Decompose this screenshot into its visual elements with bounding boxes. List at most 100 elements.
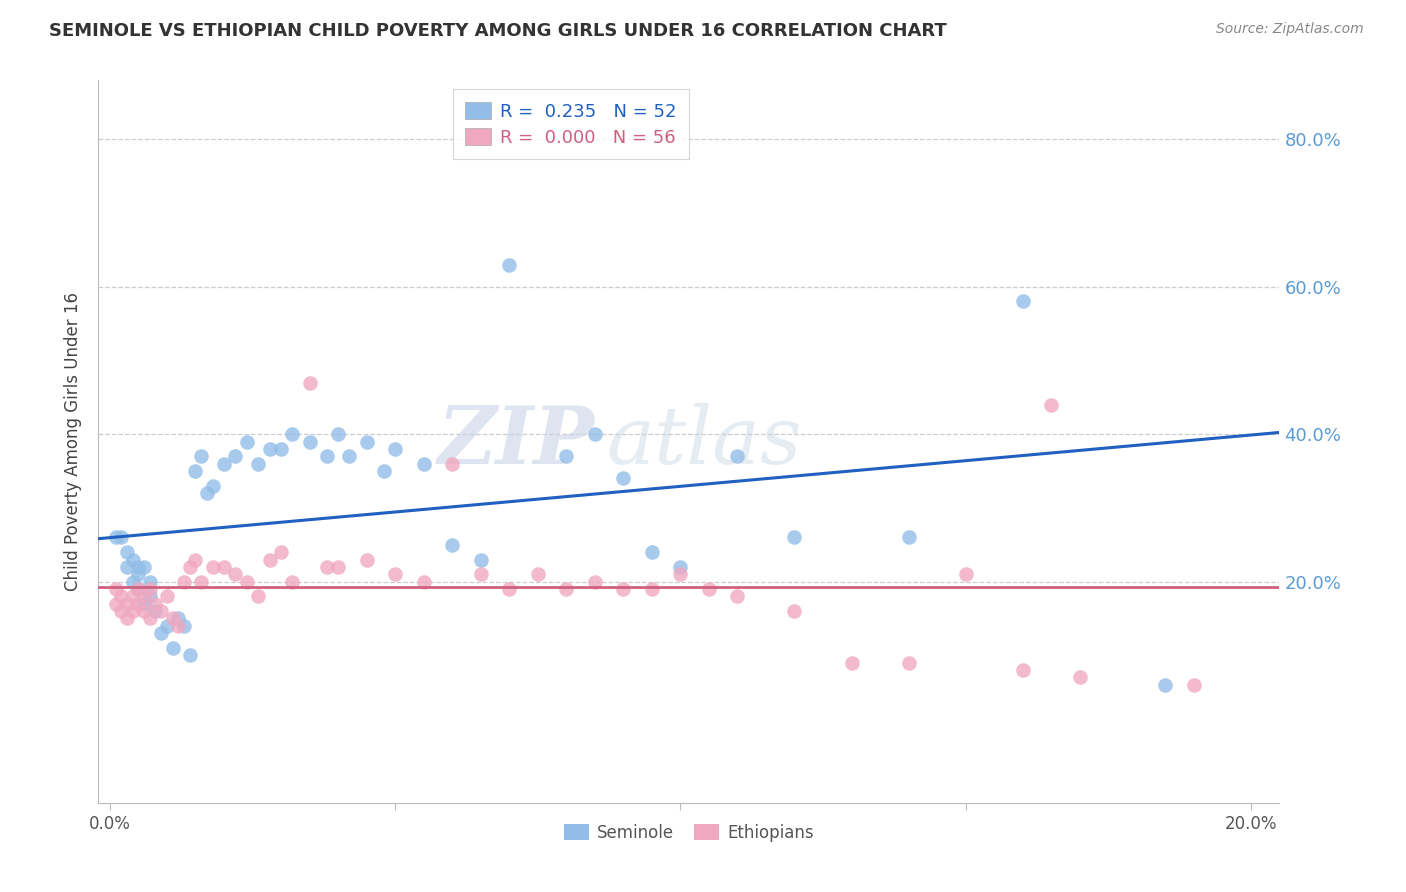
- Point: [669, 560, 692, 574]
- Point: [1011, 663, 1033, 677]
- Point: [669, 567, 692, 582]
- Point: [270, 442, 292, 456]
- Point: [115, 560, 138, 574]
- Point: [498, 258, 520, 272]
- Point: [110, 604, 132, 618]
- Point: [121, 590, 143, 604]
- Point: [173, 619, 195, 633]
- Point: [725, 450, 748, 464]
- Point: [555, 582, 578, 596]
- Point: [897, 656, 920, 670]
- Point: [384, 567, 406, 582]
- Point: [156, 590, 179, 604]
- Legend: Seminole, Ethiopians: Seminole, Ethiopians: [557, 817, 821, 848]
- Point: [127, 597, 149, 611]
- Text: atlas: atlas: [606, 403, 801, 480]
- Point: [127, 560, 149, 574]
- Point: [195, 486, 218, 500]
- Point: [162, 640, 184, 655]
- Point: [121, 604, 143, 618]
- Point: [897, 530, 920, 544]
- Point: [167, 619, 190, 633]
- Point: [190, 574, 212, 589]
- Point: [247, 590, 270, 604]
- Point: [145, 604, 167, 618]
- Point: [150, 604, 173, 618]
- Point: [115, 597, 138, 611]
- Point: [412, 574, 434, 589]
- Text: SEMINOLE VS ETHIOPIAN CHILD POVERTY AMONG GIRLS UNDER 16 CORRELATION CHART: SEMINOLE VS ETHIOPIAN CHILD POVERTY AMON…: [49, 22, 948, 40]
- Point: [356, 434, 378, 449]
- Point: [641, 545, 664, 559]
- Point: [104, 582, 127, 596]
- Point: [104, 530, 127, 544]
- Point: [1154, 678, 1177, 692]
- Point: [470, 567, 492, 582]
- Point: [270, 545, 292, 559]
- Point: [132, 604, 155, 618]
- Point: [339, 450, 361, 464]
- Point: [315, 560, 337, 574]
- Point: [190, 450, 212, 464]
- Point: [326, 560, 349, 574]
- Point: [697, 582, 720, 596]
- Point: [526, 567, 548, 582]
- Point: [224, 567, 246, 582]
- Y-axis label: Child Poverty Among Girls Under 16: Child Poverty Among Girls Under 16: [65, 292, 83, 591]
- Text: ZIP: ZIP: [437, 403, 595, 480]
- Point: [373, 464, 395, 478]
- Point: [583, 574, 606, 589]
- Point: [441, 538, 464, 552]
- Point: [127, 582, 149, 596]
- Point: [179, 560, 201, 574]
- Point: [281, 427, 304, 442]
- Point: [236, 574, 259, 589]
- Point: [139, 590, 162, 604]
- Point: [127, 567, 149, 582]
- Point: [783, 530, 806, 544]
- Point: [145, 597, 167, 611]
- Point: [783, 604, 806, 618]
- Point: [139, 611, 162, 625]
- Point: [132, 597, 155, 611]
- Point: [412, 457, 434, 471]
- Point: [121, 552, 143, 566]
- Point: [184, 464, 207, 478]
- Point: [184, 552, 207, 566]
- Point: [498, 582, 520, 596]
- Point: [173, 574, 195, 589]
- Point: [612, 471, 634, 485]
- Point: [127, 582, 149, 596]
- Point: [955, 567, 977, 582]
- Point: [612, 582, 634, 596]
- Point: [583, 427, 606, 442]
- Point: [298, 376, 321, 390]
- Point: [212, 560, 235, 574]
- Point: [236, 434, 259, 449]
- Point: [1040, 398, 1063, 412]
- Point: [298, 434, 321, 449]
- Point: [441, 457, 464, 471]
- Point: [384, 442, 406, 456]
- Point: [201, 479, 224, 493]
- Point: [139, 582, 162, 596]
- Point: [115, 611, 138, 625]
- Point: [179, 648, 201, 663]
- Point: [259, 552, 281, 566]
- Point: [224, 450, 246, 464]
- Point: [139, 574, 162, 589]
- Point: [1182, 678, 1205, 692]
- Point: [1069, 670, 1091, 684]
- Point: [132, 590, 155, 604]
- Point: [356, 552, 378, 566]
- Point: [121, 574, 143, 589]
- Point: [641, 582, 664, 596]
- Point: [132, 560, 155, 574]
- Point: [156, 619, 179, 633]
- Point: [212, 457, 235, 471]
- Point: [110, 530, 132, 544]
- Point: [326, 427, 349, 442]
- Text: Source: ZipAtlas.com: Source: ZipAtlas.com: [1216, 22, 1364, 37]
- Point: [115, 545, 138, 559]
- Point: [110, 590, 132, 604]
